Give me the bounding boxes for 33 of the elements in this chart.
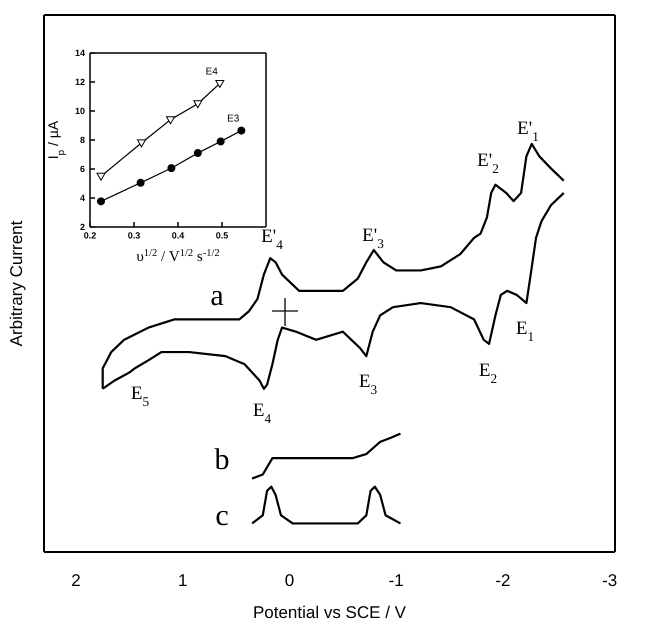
y-tick-label: 12 <box>74 77 85 88</box>
x-axis-title: υ$^{1/2}$ / V$^{1/2}$ s$^{-1/2}$ <box>136 248 220 265</box>
x-tick-label: 0.4 <box>172 230 184 240</box>
y-tick-label: 2 <box>80 222 85 232</box>
x-axis-title: Potential vs SCE / V <box>252 603 407 622</box>
y-tick-label: 10 <box>74 106 85 116</box>
x-tick-label: -3 <box>602 571 618 590</box>
annotation: E'$_{2}$ <box>477 150 499 176</box>
series-label: E4 <box>206 66 218 78</box>
x-tick-label: 0 <box>284 571 294 590</box>
x-tick-label: 0.3 <box>128 230 140 240</box>
annotation: E'$_{4}$ <box>261 226 284 252</box>
y-tick-label: 8 <box>80 135 85 146</box>
y-tick-label: 14 <box>74 48 85 58</box>
x-tick-label: 0.5 <box>216 230 228 240</box>
text: E'$_{1}$ <box>517 118 539 144</box>
series-label: E3 <box>227 114 240 125</box>
y-tick-label: 6 <box>80 164 85 174</box>
annotation: E'$_{3}$ <box>362 225 384 251</box>
annotation: c <box>215 498 229 532</box>
annotation: E$_{1}$ <box>516 318 534 344</box>
annotation: E$_{5}$ <box>130 383 150 409</box>
annotation: E$_{3}$ <box>358 371 378 397</box>
x-tick-label: 0.2 <box>84 230 96 240</box>
x-tick-label: 1 <box>178 571 188 590</box>
annotation: a <box>210 278 224 312</box>
x-tick-label: -1 <box>388 571 404 590</box>
x-tick-label: -2 <box>495 571 510 590</box>
annotation: b <box>214 442 230 476</box>
annotation: E$_{4}$ <box>252 400 272 426</box>
y-axis-title: Arbitrary Current <box>7 220 26 346</box>
y-tick-label: 4 <box>80 193 85 204</box>
annotation: E$_{2}$ <box>478 360 498 386</box>
